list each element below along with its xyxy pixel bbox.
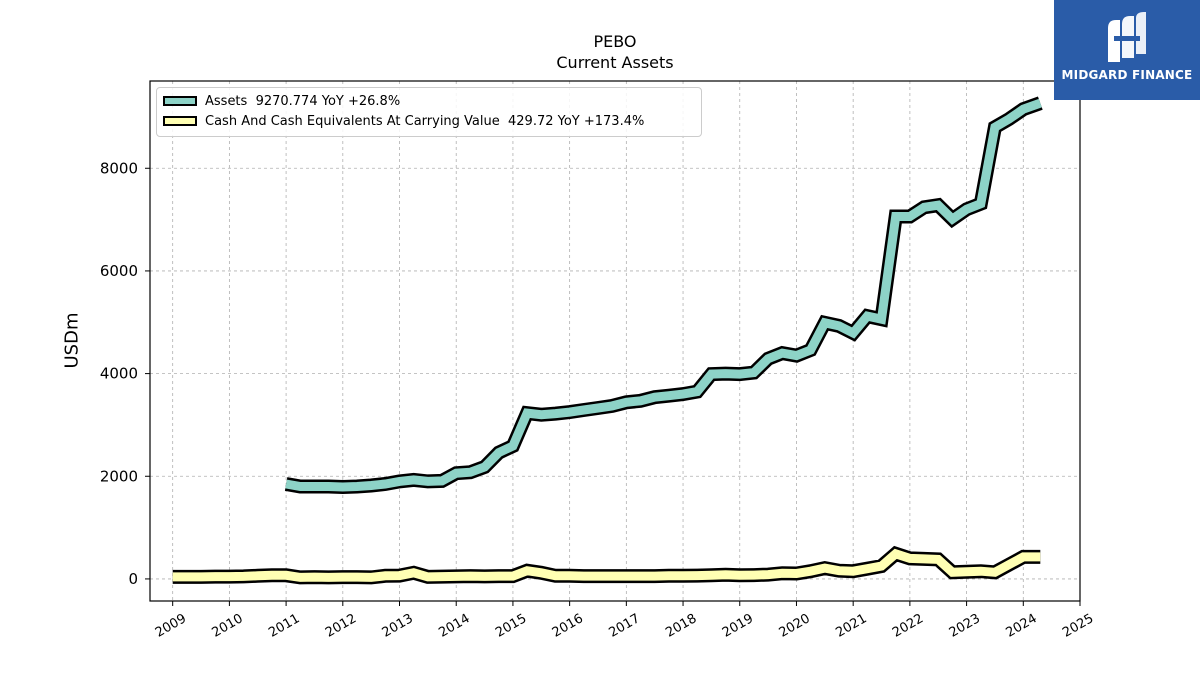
legend: Assets 9270.774 YoY +26.8% Cash And Cash… [156,87,702,137]
y-tick-label: 6000 [100,262,138,280]
series-line-0 [285,98,1042,492]
x-tick-label: 2018 [663,611,699,641]
x-axis: 2009 2010 2011 2012 2013 2014 2015 2016 2017 2018… [153,601,1096,641]
x-tick-label: 2010 [210,611,246,641]
y-tick-label: 4000 [100,365,138,383]
logo-mark-icon [1108,12,1146,62]
legend-item-cash: Cash And Cash Equivalents At Carrying Va… [163,112,644,130]
x-tick-label: 2022 [890,611,926,641]
chart-title: PEBO [593,32,637,51]
legend-item-assets: Assets 9270.774 YoY +26.8% [163,92,400,110]
y-tick-label: 2000 [100,467,138,485]
x-tick-label: 2012 [323,611,359,641]
x-tick-label: 2024 [1003,611,1039,641]
series-line-1 [172,548,1041,582]
y-axis-label: USDm [61,312,83,369]
x-tick-label: 2009 [153,611,189,641]
x-tick-label: 2019 [720,611,756,641]
x-tick-label: 2013 [380,611,416,641]
brand-name: MIDGARD FINANCE [1061,68,1193,82]
x-tick-label: 2011 [266,611,302,641]
series-layer [172,96,1043,585]
x-tick-label: 2020 [777,611,813,641]
grid [150,81,1081,601]
x-tick-label: 2017 [607,611,643,641]
chart-subtitle: Current Assets [556,53,674,72]
x-tick-label: 2014 [436,611,472,641]
legend-label-assets: Assets 9270.774 YoY +26.8% [205,93,401,109]
brand-logo: MIDGARD FINANCE [1054,0,1200,100]
x-tick-label: 2015 [493,611,529,641]
y-tick-label: 8000 [100,159,138,177]
x-tick-label: 2023 [947,611,983,641]
x-tick-label: 2025 [1060,611,1096,641]
plot-frame [149,80,1081,602]
x-tick-label: 2016 [550,611,586,641]
x-tick-label: 2021 [833,611,869,641]
legend-label-cash: Cash And Cash Equivalents At Carrying Va… [205,113,645,129]
legend-swatch-assets [163,96,197,106]
y-axis: 0 2000 4000 6000 8000 [100,159,150,588]
y-tick-label: 0 [128,570,138,588]
legend-swatch-cash [163,116,197,126]
